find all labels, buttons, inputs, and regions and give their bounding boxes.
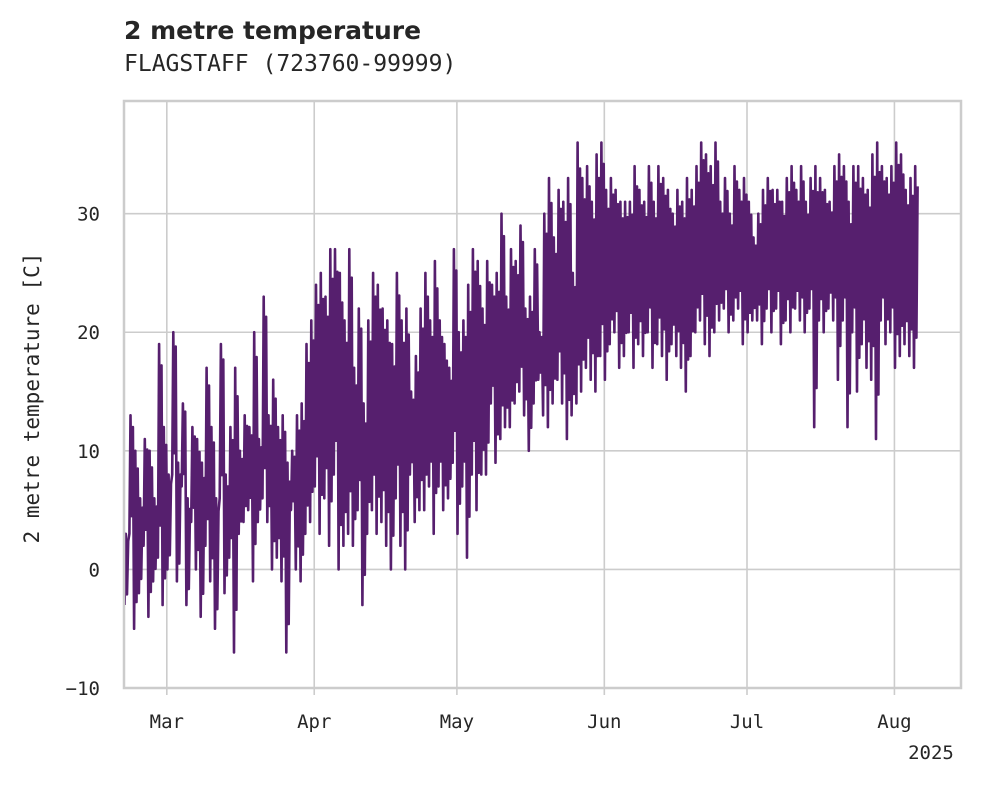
chart-title: 2 metre temperature — [124, 16, 422, 45]
y-tick-label: −10 — [66, 678, 100, 700]
y-axis-label: 2 metre temperature [C] — [20, 253, 44, 544]
chart-subtitle: FLAGSTAFF (723760-99999) — [124, 51, 457, 77]
x-tick-label: Apr — [297, 711, 331, 733]
plot-frame — [122, 99, 963, 690]
y-tick-label: 10 — [77, 441, 100, 463]
y-axis-ticks: −10 0 10 20 30 — [66, 204, 100, 700]
x-axis-ticks: Mar Apr May Jun Jul Aug — [150, 688, 912, 733]
x-tick-label: Mar — [150, 711, 184, 733]
y-tick-label: 20 — [77, 322, 100, 344]
y-tick-label: 30 — [77, 204, 100, 226]
x-tick-label: Aug — [877, 711, 911, 733]
temperature-series — [123, 141, 919, 654]
x-axis-year-label: 2025 — [908, 742, 954, 764]
temperature-line — [123, 141, 919, 654]
x-tick-label: May — [440, 711, 474, 733]
x-tick-label: Jun — [587, 711, 621, 733]
y-tick-label: 0 — [89, 559, 100, 581]
x-tick-label: Jul — [730, 711, 764, 733]
